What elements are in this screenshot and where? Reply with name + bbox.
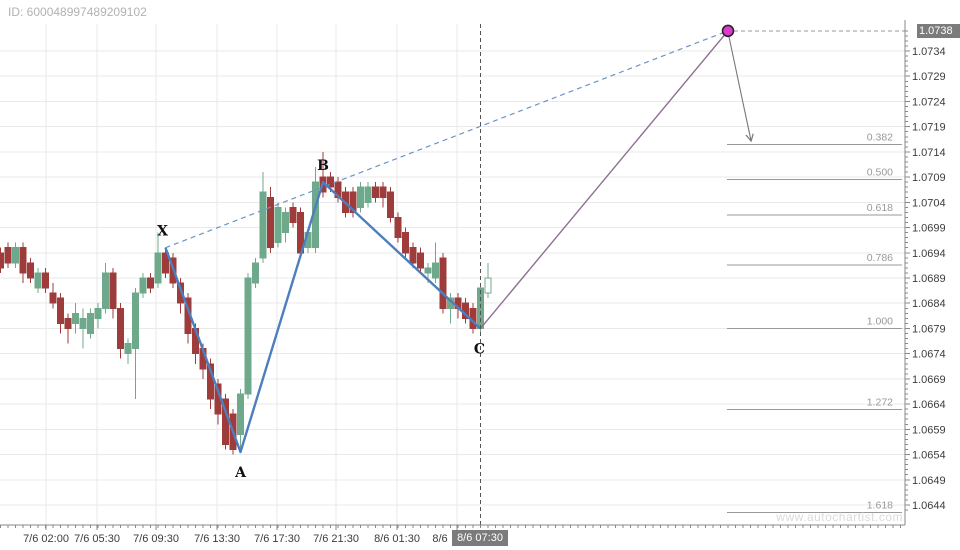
candle-body [364,186,372,203]
candle-body [124,343,132,355]
x-axis-label: 8/6 01:30 [374,533,420,545]
candle-body [282,211,289,234]
candle-body [432,262,439,279]
candle-body [102,272,109,309]
candle-body [19,247,27,274]
projected-price-badge: 1.0738 [917,24,960,38]
candle-body [154,252,162,284]
fib-level-label: 0.786 [867,252,893,264]
retracement-arrow [728,36,751,141]
candle-body [394,216,402,239]
y-axis-label: 1.0659 [912,424,946,436]
candle-body [72,312,79,324]
pattern-point-label-b[interactable]: B [317,158,329,174]
candle-body [12,247,19,264]
fib-level-label: 0.382 [867,132,893,144]
candle-body [177,282,184,304]
candle-body [49,292,57,304]
y-axis-label: 1.0719 [912,122,946,134]
y-axis-label: 1.0714 [912,147,946,159]
y-axis-label: 1.0709 [912,172,946,184]
candle-body [117,307,124,350]
y-axis-label: 1.0689 [912,273,946,285]
candle-body [259,191,267,259]
candle-body [139,277,147,294]
y-axis-label: 1.0649 [912,475,946,487]
pattern-point-label-c[interactable]: C [474,341,485,357]
pattern-point-label-a[interactable]: A [234,465,247,481]
candle-body [147,277,154,289]
candle-body-hollow [484,277,492,294]
pattern-trendline-dashed[interactable] [165,30,729,249]
y-axis-label: 1.0664 [912,399,946,411]
x-axis-label: 8/6 [432,533,447,545]
candle-body [79,317,87,329]
x-axis-label: 7/6 21:30 [313,533,359,545]
fib-level-label: 1.000 [867,315,893,327]
candle-body [274,206,282,244]
y-axis-label: 1.0694 [912,248,946,260]
pattern-id-label: ID: 600048997489209102 [8,5,147,19]
candle-body [252,262,259,284]
y-axis-label: 1.0669 [912,374,946,386]
candle-body [57,297,64,324]
y-axis-label: 1.0684 [912,298,946,310]
candle-body [162,252,169,274]
fib-level-label: 0.500 [867,167,893,179]
candle-body [289,206,297,224]
pattern-point-label-x[interactable]: X [157,224,168,240]
candle-body [132,292,139,350]
candle-body [64,317,72,329]
candle-body [477,287,484,329]
y-axis-label: 1.0729 [912,71,946,83]
fib-level-label: 0.618 [867,202,893,214]
candle-body [379,186,387,198]
candle-body [349,191,357,213]
candle-body [244,277,252,395]
candle-body [87,312,94,334]
candle-body [327,176,334,188]
y-axis-label: 1.0674 [912,349,946,361]
candle-body [267,196,274,249]
candle-body [372,186,379,198]
marker-time-badge: 8/6 07:30 [452,530,508,546]
y-axis-label: 1.0734 [912,46,946,58]
candle-body [424,267,432,274]
candle-body [4,247,12,264]
x-axis-label: 7/6 17:30 [254,533,300,545]
candle-body [34,272,42,289]
y-axis-label: 1.0679 [912,323,946,335]
y-axis-label: 1.0704 [912,197,946,209]
x-axis-label: 7/6 13:30 [194,533,240,545]
candle-body [439,257,447,309]
x-axis-label: 7/6 02:00 [23,533,69,545]
candle-body [409,247,417,264]
pattern-projection-line[interactable] [479,30,729,329]
y-axis-label: 1.0724 [912,96,946,108]
watermark: www.autochartist.com [776,510,903,524]
candle-body [402,232,409,254]
y-axis-label: 1.0654 [912,450,946,462]
projection-point-dot[interactable] [721,24,735,38]
x-axis-label: 7/6 05:30 [74,533,120,545]
pattern-xabc-line[interactable] [164,180,482,454]
y-axis-label: 1.0644 [912,500,946,512]
candle-body [109,272,117,309]
candle-body [94,307,102,319]
fib-level-label: 1.272 [867,396,893,408]
candle-body [417,252,424,269]
candle-body [0,252,4,269]
candle-body [42,272,49,289]
candle-body [387,191,394,218]
fib-level-label: 1.618 [867,499,893,511]
y-axis-label: 1.0699 [912,223,946,235]
x-axis-label: 7/6 09:30 [133,533,179,545]
candle-body [27,262,34,279]
candle-body [237,393,244,435]
candle-body [357,186,364,208]
